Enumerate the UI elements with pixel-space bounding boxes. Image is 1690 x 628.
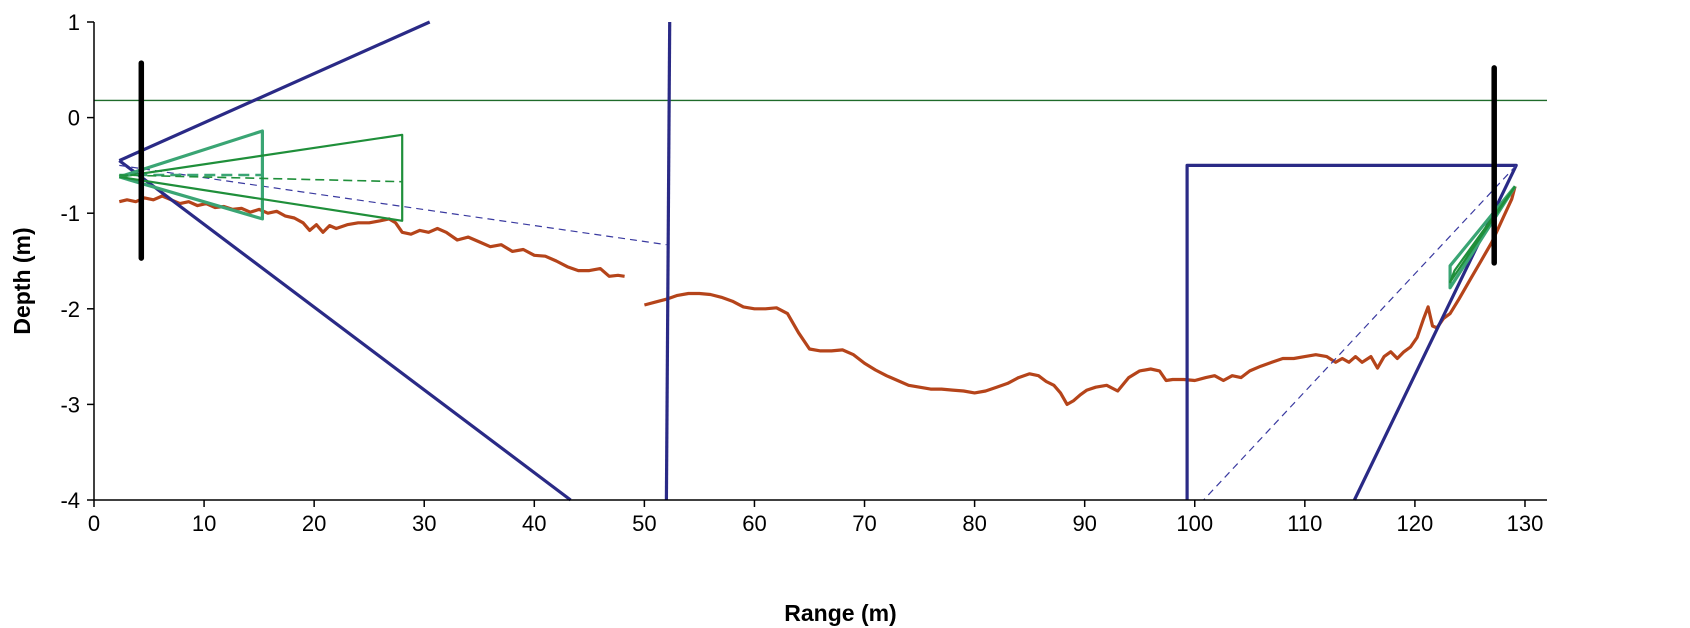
- right-instrument-beam-long-line: [1448, 185, 1517, 284]
- x-tick-label: 130: [1507, 511, 1544, 536]
- left-sensor-beam-lower-line: [118, 159, 572, 502]
- x-tick-label: 20: [302, 511, 326, 536]
- left-instrument-axis-long-line: [119, 174, 403, 183]
- y-axis-ticks: 1 0 -1 -2 -3 -4: [60, 10, 94, 513]
- x-tick-label: 30: [412, 511, 436, 536]
- y-tick-label: -1: [60, 201, 80, 226]
- y-tick-label: -2: [60, 297, 80, 322]
- plot-marks: [94, 20, 1547, 502]
- bottom-profile-left-line: [118, 194, 625, 278]
- right-instrument-beam-short-line: [1448, 185, 1517, 290]
- y-axis-title: Depth (m): [9, 227, 35, 334]
- chart-axes: 0 10 20 30 40 50 60 70 80 90 100 110 120 130 10-1-2-3…: [60, 10, 1547, 536]
- x-tick-label: 40: [522, 511, 546, 536]
- x-tick-label: 60: [742, 511, 766, 536]
- y-tick-label: 1: [68, 10, 80, 35]
- y-tick-label: 0: [68, 106, 80, 131]
- right-sensor-box-line: [1185, 163, 1518, 501]
- left-instrument-beam-long-line: [119, 133, 404, 222]
- x-tick-label: 10: [192, 511, 216, 536]
- y-tick-label: -4: [60, 488, 80, 513]
- vertical-sensor-beam-line: [664, 21, 672, 501]
- right-sensor-beam-axis-line: [1203, 164, 1517, 501]
- x-tick-label: 90: [1072, 511, 1096, 536]
- x-tick-label: 110: [1287, 511, 1322, 536]
- left-sensor-beam-upper-line: [118, 20, 431, 163]
- x-tick-label: 80: [962, 511, 986, 536]
- x-axis-title: Range (m): [784, 600, 896, 626]
- bottom-profile-right-line: [643, 185, 1517, 406]
- x-axis-ticks: 0 10 20 30 40 50 60 70 80 90 100 110 120 130: [88, 500, 1543, 536]
- x-tick-label: 0: [88, 511, 100, 536]
- x-tick-label: 70: [852, 511, 876, 536]
- left-sensor-beam-axis-line: [119, 164, 667, 246]
- x-tick-label: 50: [632, 511, 656, 536]
- y-tick-label: -3: [60, 392, 80, 417]
- x-tick-label: 120: [1397, 511, 1434, 536]
- x-tick-label: 100: [1176, 511, 1213, 536]
